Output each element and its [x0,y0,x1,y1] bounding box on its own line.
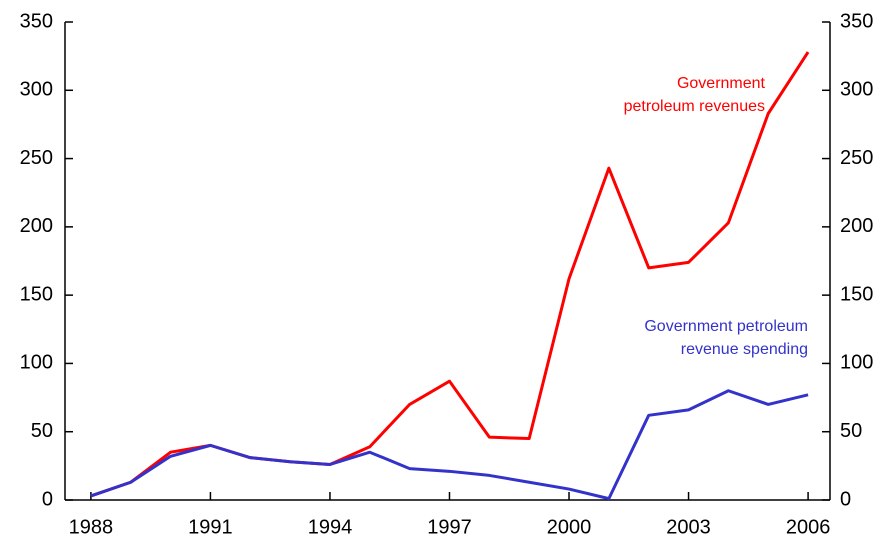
x-tick-label: 1997 [427,516,472,538]
annotation: Government [677,75,766,92]
y2-tick-label: 300 [840,79,873,101]
x-tick-label: 2006 [786,516,831,538]
x-tick-label: 2003 [666,516,711,538]
x-tick-label: 2000 [547,516,592,538]
y2-tick-label: 200 [840,215,873,237]
y2-tick-label: 100 [840,352,873,374]
series-line [90,51,810,498]
y-tick-label: 200 [20,215,53,237]
series-line [90,389,809,501]
y-tick-label: 0 [42,488,53,510]
y2-tick-label: 50 [840,420,862,442]
y2-tick-label: 150 [840,283,873,305]
y-tick-label: 100 [20,352,53,374]
y2-tick-label: 250 [840,147,873,169]
annotation: Government petroleum [644,318,808,335]
annotation: revenue spending [681,341,808,358]
x-tick-label: 1994 [308,516,353,538]
x-tick-label: 1988 [69,516,114,538]
annotation: petroleum revenues [624,98,765,115]
y-tick-label: 250 [20,147,53,169]
y-tick-label: 350 [20,10,53,32]
y2-tick-label: 350 [840,10,873,32]
x-tick-label: 1991 [188,516,233,538]
y-tick-label: 150 [20,283,53,305]
y-tick-label: 300 [20,79,53,101]
y2-tick-label: 0 [840,488,851,510]
y-tick-label: 50 [31,420,53,442]
